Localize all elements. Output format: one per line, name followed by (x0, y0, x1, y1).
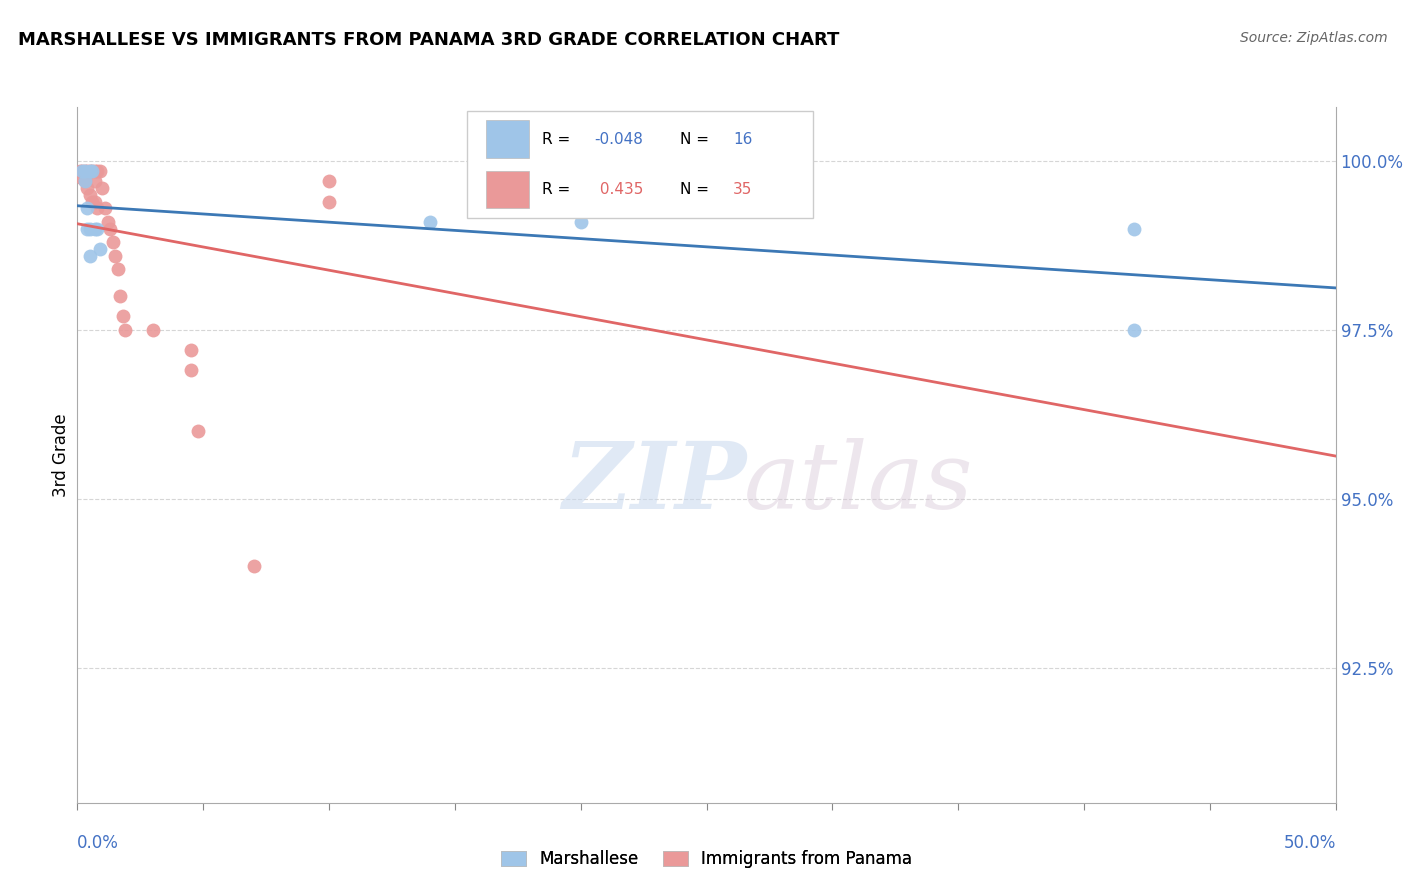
Point (187, 424, 209, 438)
Point (84, 174, 107, 188)
Text: R =: R = (541, 132, 575, 146)
Text: atlas: atlas (744, 438, 974, 528)
Point (76, 181, 98, 195)
Point (72, 164, 94, 178)
Point (73, 164, 96, 178)
Point (569, 164, 592, 178)
Point (79, 221, 101, 235)
Text: Source: ZipAtlas.com: Source: ZipAtlas.com (1240, 31, 1388, 45)
Point (69, 164, 91, 178)
Text: 50.0%: 50.0% (1284, 834, 1336, 852)
Point (79, 164, 101, 178)
Point (1123, 221, 1146, 235)
Point (111, 310, 134, 324)
FancyBboxPatch shape (467, 111, 814, 219)
Y-axis label: 3rd Grade: 3rd Grade (52, 413, 70, 497)
FancyBboxPatch shape (486, 171, 529, 209)
Point (76, 164, 98, 178)
Point (73, 164, 96, 178)
Point (242, 559, 264, 574)
Text: R =: R = (541, 182, 575, 197)
Point (79, 187, 101, 202)
Point (76, 221, 98, 235)
Point (84, 194, 107, 209)
Point (89, 242, 111, 256)
Point (86, 164, 108, 178)
Point (114, 323, 136, 337)
Point (419, 215, 441, 229)
Point (73, 174, 96, 188)
Point (101, 235, 124, 249)
Point (180, 343, 202, 358)
Text: -0.048: -0.048 (595, 132, 644, 146)
Point (89, 164, 111, 178)
Point (98, 221, 121, 235)
Point (84, 221, 107, 235)
Point (107, 262, 129, 277)
Point (318, 174, 340, 188)
Text: 16: 16 (733, 132, 752, 146)
Point (180, 363, 202, 377)
Text: ZIP: ZIP (562, 438, 747, 528)
Point (569, 215, 592, 229)
Point (72, 171, 94, 186)
Point (82, 164, 104, 178)
Point (82, 194, 104, 209)
Text: 0.435: 0.435 (595, 182, 643, 197)
Point (72, 164, 94, 178)
Point (104, 249, 127, 263)
Point (108, 289, 131, 303)
Point (79, 249, 101, 263)
Point (1123, 323, 1146, 337)
Point (84, 164, 107, 178)
Point (82, 164, 104, 178)
Point (318, 194, 340, 209)
Legend: Marshallese, Immigrants from Panama: Marshallese, Immigrants from Panama (494, 843, 920, 874)
Text: N =: N = (681, 132, 714, 146)
Text: 35: 35 (733, 182, 752, 197)
Point (96, 215, 118, 229)
Point (86, 202, 108, 216)
Point (142, 323, 165, 337)
Point (91, 181, 114, 195)
Point (79, 164, 101, 178)
Text: 0.0%: 0.0% (77, 834, 120, 852)
Text: N =: N = (681, 182, 714, 197)
Text: MARSHALLESE VS IMMIGRANTS FROM PANAMA 3RD GRADE CORRELATION CHART: MARSHALLESE VS IMMIGRANTS FROM PANAMA 3R… (18, 31, 839, 49)
Point (94, 202, 117, 216)
FancyBboxPatch shape (486, 120, 529, 158)
Point (73, 174, 96, 188)
Point (76, 202, 98, 216)
Point (86, 221, 108, 235)
